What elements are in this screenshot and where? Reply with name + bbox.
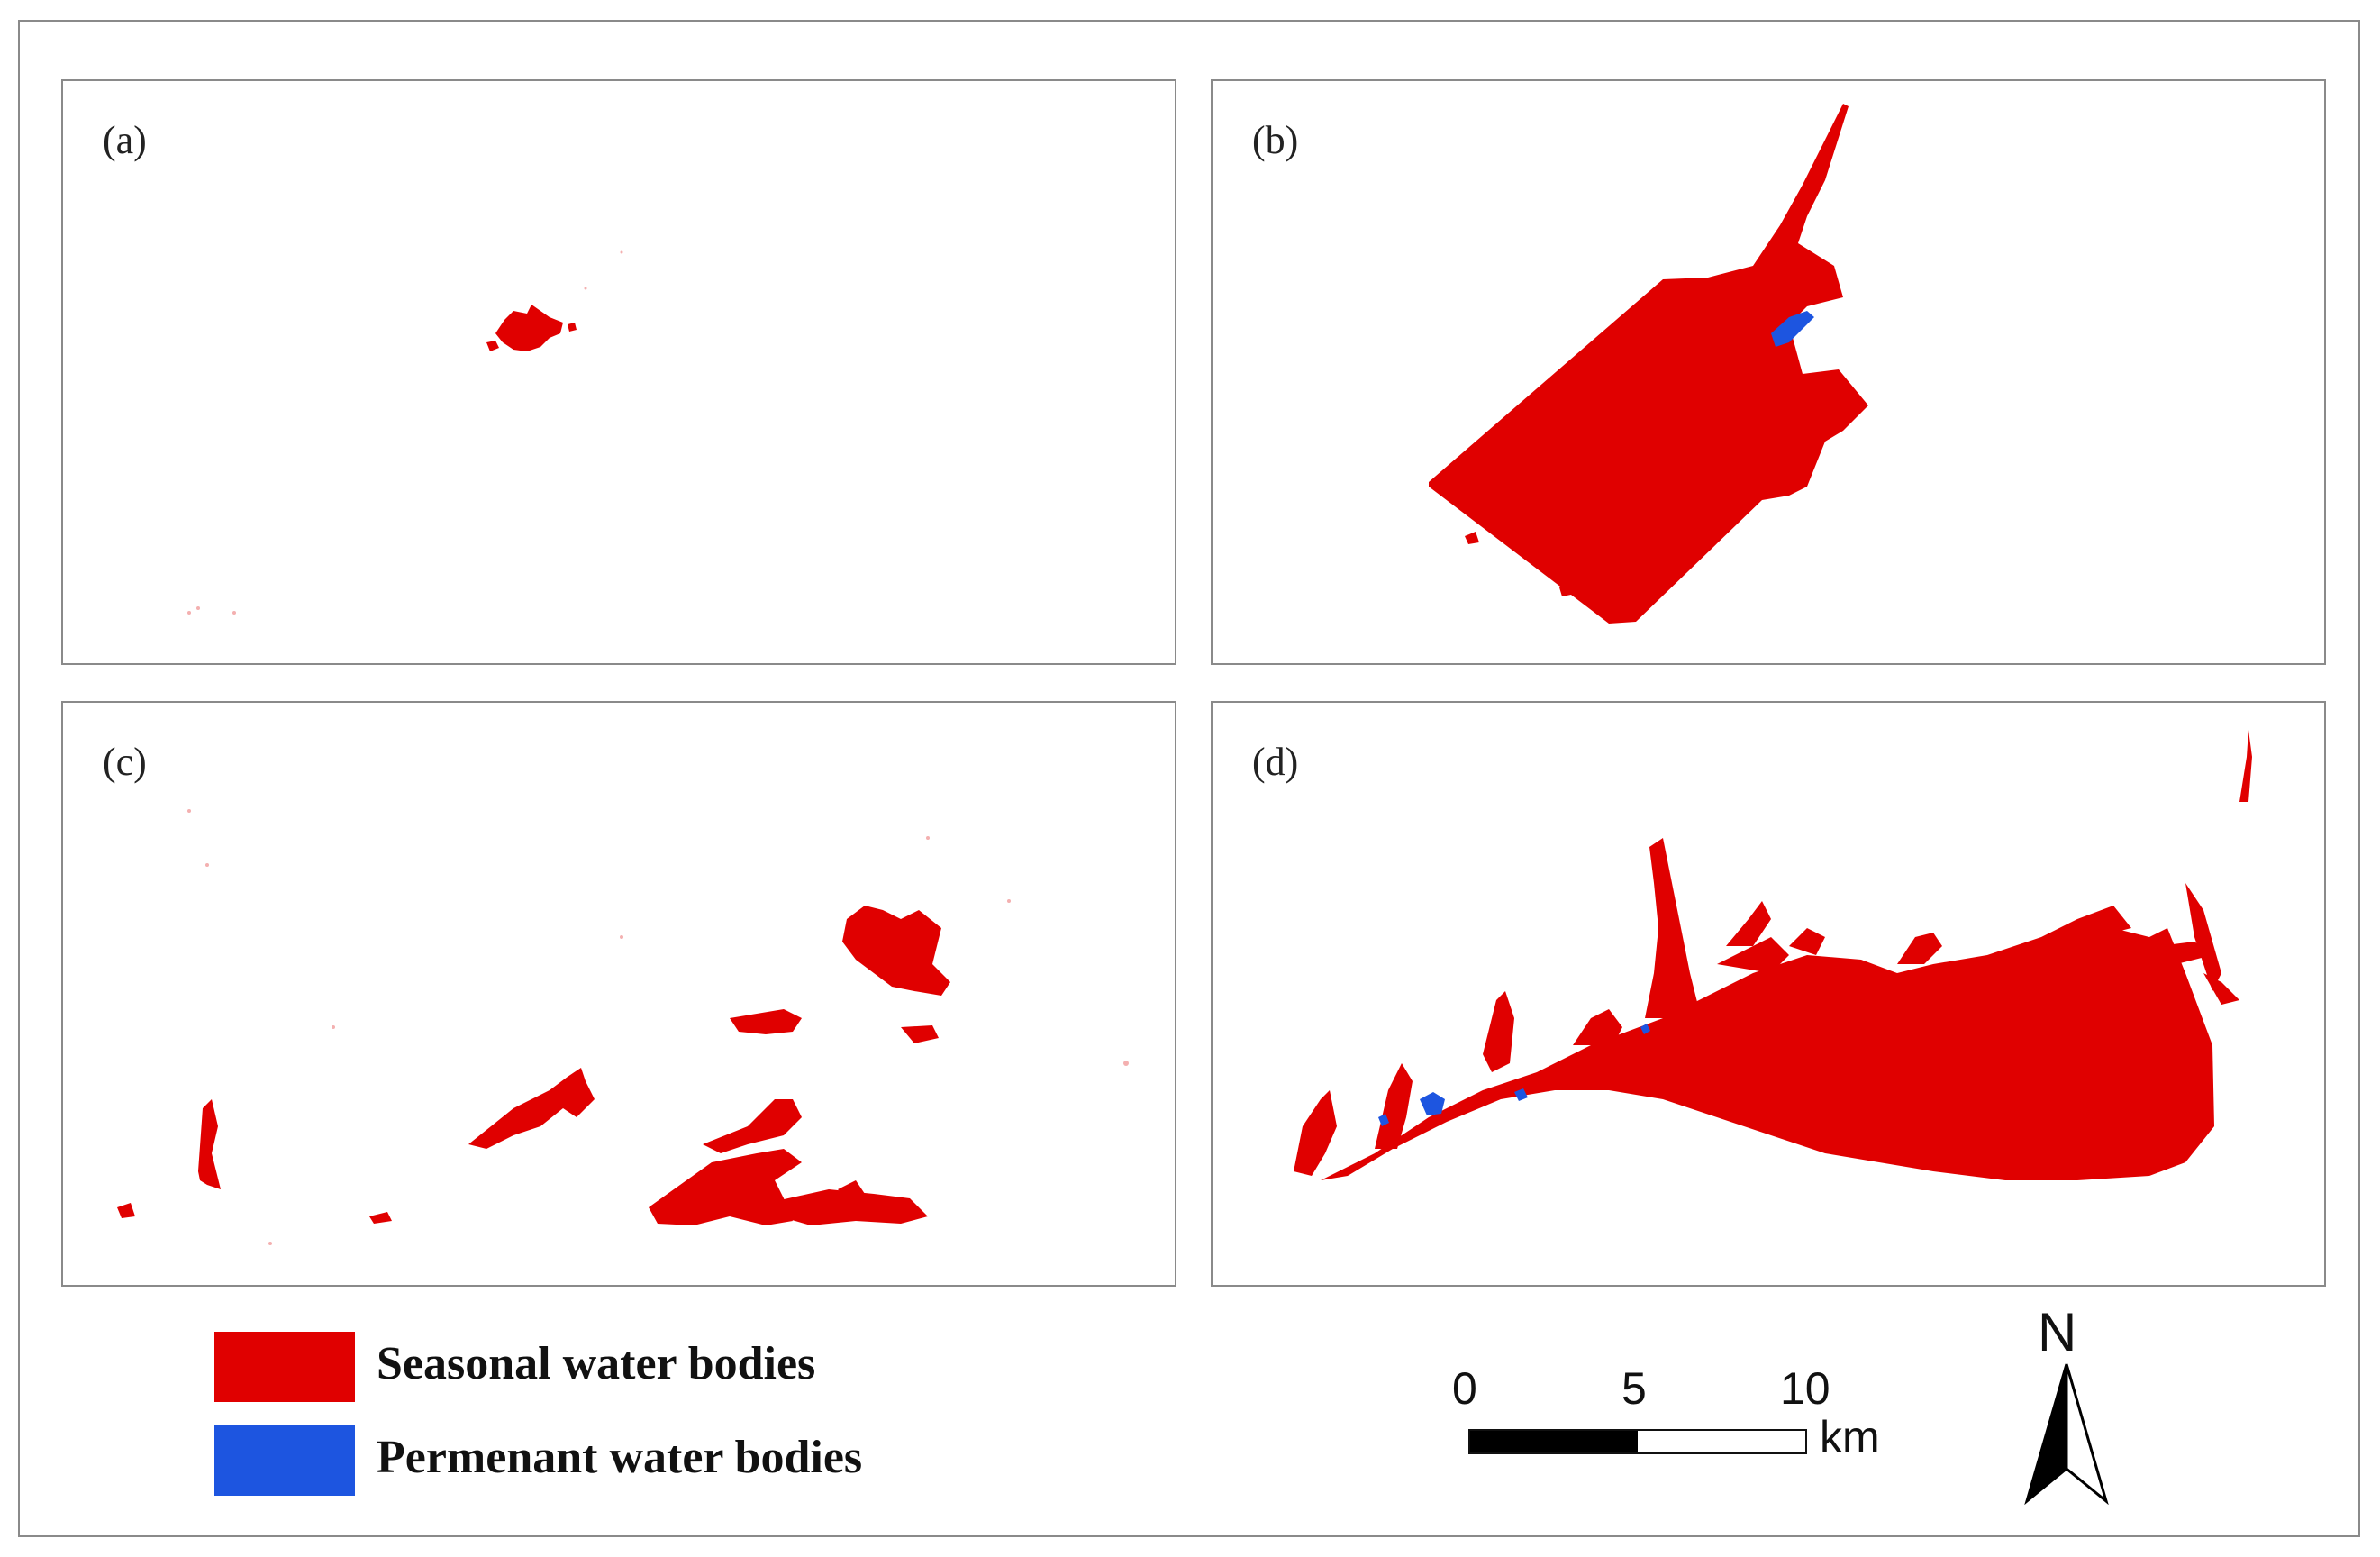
scale-tick-5: 5 — [1621, 1363, 1647, 1414]
legend-permanent-swatch — [214, 1425, 355, 1496]
panel-label-c: (c) — [103, 740, 147, 784]
north-label: N — [2038, 1302, 2077, 1362]
map-panel-a: (a) — [61, 79, 1176, 665]
map-panel-d: (d) — [1211, 701, 2326, 1287]
panel-label-a: (a) — [103, 118, 147, 162]
scale-tick-0: 0 — [1452, 1363, 1477, 1414]
scale-bar — [1468, 1429, 1807, 1454]
map-a-water — [187, 250, 623, 615]
map-c-water — [117, 809, 1129, 1245]
scale-bar-filled-segment — [1470, 1431, 1638, 1452]
north-arrow-icon — [2024, 1363, 2109, 1505]
legend-seasonal-label: Seasonal water bodies — [377, 1338, 816, 1389]
map-panel-c: (c) — [61, 701, 1176, 1287]
panel-label-b: (b) — [1252, 118, 1299, 162]
scale-unit: km — [1820, 1412, 1880, 1462]
scale-tick-10: 10 — [1780, 1363, 1830, 1414]
map-b-water — [1429, 104, 1868, 624]
panel-label-d: (d) — [1252, 740, 1299, 784]
map-panel-b: (b) — [1211, 79, 2326, 665]
map-d-water — [1294, 730, 2252, 1180]
legend-permanent-label: Permenant water bodies — [377, 1432, 863, 1483]
figure-frame — [18, 20, 2360, 1537]
legend-seasonal-swatch — [214, 1332, 355, 1402]
